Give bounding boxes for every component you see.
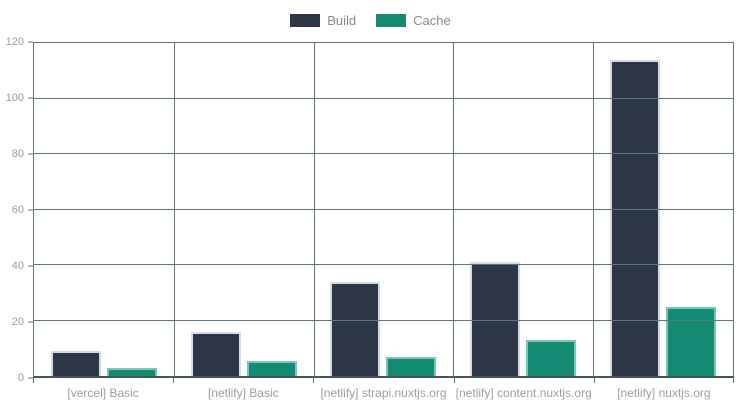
gridline — [34, 319, 733, 321]
y-tick-mark-icon — [28, 265, 33, 267]
gridline — [34, 208, 733, 210]
category-separator — [173, 43, 175, 376]
bar-cache — [246, 360, 297, 376]
bar-build — [470, 262, 521, 376]
bar-group — [314, 43, 454, 376]
category-separator — [313, 43, 315, 376]
y-tick-label: 60 — [11, 204, 24, 216]
category-label: [netlify] nuxtjs.org — [617, 386, 711, 400]
bar-build — [50, 351, 101, 376]
bar-build — [190, 331, 241, 376]
category-label: [vercel] Basic — [67, 386, 139, 400]
category-label: [netlify] strapi.nuxtjs.org — [320, 386, 447, 400]
bar-cache — [526, 339, 577, 376]
x-axis-labels: [vercel] Basic [netlify] Basic [netlify] s… — [33, 386, 734, 400]
x-tick-mark-icon — [453, 378, 455, 383]
y-tick-label: 40 — [11, 260, 24, 272]
bar-group — [174, 43, 314, 376]
bar-cache — [666, 306, 717, 376]
gridline — [34, 97, 733, 99]
legend-item-build[interactable]: Build — [290, 14, 356, 27]
legend-label-build: Build — [327, 13, 357, 28]
y-tick-mark-icon — [28, 377, 33, 379]
chart-legend: Build Cache — [0, 14, 741, 27]
x-tick-mark-icon — [173, 378, 175, 383]
y-tick-label: 0 — [17, 372, 24, 384]
legend-label-cache: Cache — [413, 13, 451, 28]
x-tick-mark-icon — [313, 378, 315, 383]
bar-group — [593, 43, 733, 376]
legend-swatch-cache — [376, 14, 407, 27]
y-tick-label: 120 — [5, 36, 24, 48]
y-axis: 0 20 40 60 80 100 120 — [0, 36, 33, 384]
y-tick-mark-icon — [28, 209, 33, 211]
y-tick-label: 20 — [11, 316, 24, 328]
x-axis-ticks — [33, 378, 734, 383]
category-separator — [453, 43, 455, 376]
category-label: [netlify] content.nuxtjs.org — [455, 386, 592, 400]
bar-cache — [106, 367, 157, 376]
gridline — [34, 264, 733, 265]
y-tick-mark-icon — [28, 153, 33, 155]
y-tick-mark-icon — [28, 321, 33, 323]
x-tick-mark-icon — [33, 378, 34, 383]
bar-groups — [34, 43, 733, 376]
y-tick-label: 80 — [11, 148, 24, 160]
legend-item-cache[interactable]: Cache — [376, 14, 451, 27]
category-label: [netlify] Basic — [207, 386, 279, 400]
bar-group — [34, 43, 174, 376]
y-tick-mark-icon — [28, 97, 33, 99]
gridline — [34, 153, 733, 154]
bar-build — [330, 281, 381, 376]
bar-group — [453, 43, 593, 376]
plot-area — [33, 42, 734, 378]
bar-build — [610, 59, 661, 376]
y-tick-mark-icon — [28, 41, 33, 43]
bar-cache — [386, 356, 437, 376]
x-tick-mark-icon — [733, 378, 734, 383]
x-tick-mark-icon — [593, 378, 595, 383]
y-tick-label: 100 — [5, 92, 24, 104]
legend-swatch-build — [290, 14, 321, 27]
category-separator — [593, 43, 595, 376]
